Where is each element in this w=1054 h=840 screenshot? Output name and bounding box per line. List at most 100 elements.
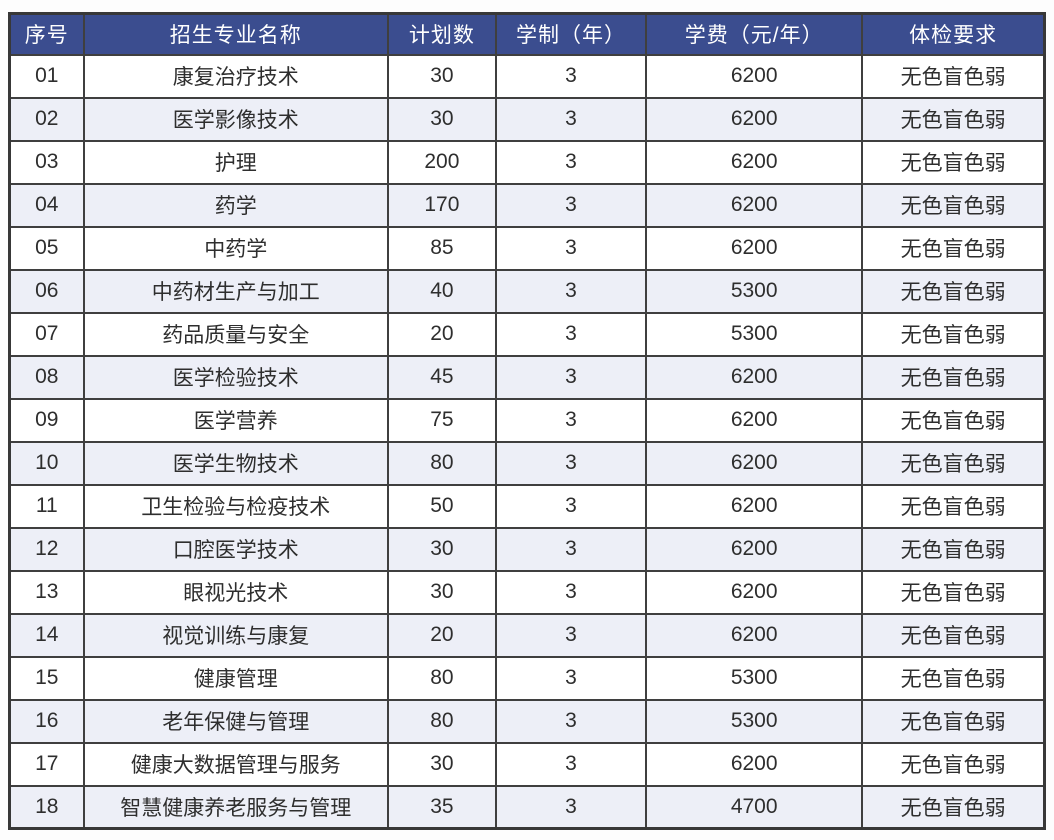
cell-physical: 无色盲色弱 (861, 182, 1046, 228)
cell-years: 3 (494, 397, 648, 443)
table-row: 06 中药材生产与加工 40 3 5300 无色盲色弱 (8, 268, 1046, 314)
cell-tuition: 6200 (645, 139, 864, 185)
cell-major: 医学生物技术 (82, 440, 389, 486)
cell-tuition: 5300 (645, 268, 864, 314)
table-row: 17 健康大数据管理与服务 30 3 6200 无色盲色弱 (8, 741, 1046, 787)
table-row: 11 卫生检验与检疫技术 50 3 6200 无色盲色弱 (8, 483, 1046, 529)
table-header: 序号 招生专业名称 计划数 学制（年） 学费（元/年） 体检要求 (8, 12, 1046, 56)
cell-major: 健康管理 (82, 655, 389, 701)
cell-major: 医学影像技术 (82, 96, 389, 142)
cell-plan: 20 (386, 311, 497, 357)
cell-major: 药品质量与安全 (82, 311, 389, 357)
table-row: 10 医学生物技术 80 3 6200 无色盲色弱 (8, 440, 1046, 486)
table-row: 02 医学影像技术 30 3 6200 无色盲色弱 (8, 96, 1046, 142)
cell-tuition: 6200 (645, 225, 864, 271)
cell-index: 02 (8, 96, 85, 142)
cell-plan: 45 (386, 354, 497, 400)
cell-index: 17 (8, 741, 85, 787)
cell-index: 15 (8, 655, 85, 701)
cell-plan: 30 (386, 53, 497, 99)
cell-physical: 无色盲色弱 (861, 440, 1046, 486)
cell-physical: 无色盲色弱 (861, 741, 1046, 787)
cell-plan: 30 (386, 569, 497, 615)
cell-major: 卫生检验与检疫技术 (82, 483, 389, 529)
column-header-major: 招生专业名称 (82, 12, 389, 56)
cell-major: 医学检验技术 (82, 354, 389, 400)
cell-tuition: 6200 (645, 483, 864, 529)
cell-major: 智慧健康养老服务与管理 (82, 784, 389, 830)
cell-years: 3 (494, 483, 648, 529)
cell-physical: 无色盲色弱 (861, 225, 1046, 271)
cell-physical: 无色盲色弱 (861, 139, 1046, 185)
cell-physical: 无色盲色弱 (861, 354, 1046, 400)
cell-index: 08 (8, 354, 85, 400)
table-row: 03 护理 200 3 6200 无色盲色弱 (8, 139, 1046, 185)
column-header-tuition: 学费（元/年） (645, 12, 864, 56)
cell-years: 3 (494, 440, 648, 486)
cell-index: 12 (8, 526, 85, 572)
cell-plan: 35 (386, 784, 497, 830)
cell-plan: 40 (386, 268, 497, 314)
table-row: 05 中药学 85 3 6200 无色盲色弱 (8, 225, 1046, 271)
cell-index: 14 (8, 612, 85, 658)
cell-plan: 50 (386, 483, 497, 529)
cell-tuition: 6200 (645, 569, 864, 615)
cell-major: 视觉训练与康复 (82, 612, 389, 658)
cell-physical: 无色盲色弱 (861, 698, 1046, 744)
cell-physical: 无色盲色弱 (861, 311, 1046, 357)
cell-tuition: 5300 (645, 655, 864, 701)
cell-physical: 无色盲色弱 (861, 397, 1046, 443)
cell-plan: 30 (386, 741, 497, 787)
cell-plan: 80 (386, 655, 497, 701)
cell-index: 05 (8, 225, 85, 271)
cell-index: 18 (8, 784, 85, 830)
cell-plan: 80 (386, 440, 497, 486)
cell-major: 中药学 (82, 225, 389, 271)
cell-physical: 无色盲色弱 (861, 655, 1046, 701)
cell-years: 3 (494, 53, 648, 99)
cell-tuition: 6200 (645, 53, 864, 99)
cell-years: 3 (494, 612, 648, 658)
table-row: 13 眼视光技术 30 3 6200 无色盲色弱 (8, 569, 1046, 615)
column-header-physical: 体检要求 (861, 12, 1046, 56)
cell-years: 3 (494, 182, 648, 228)
cell-years: 3 (494, 311, 648, 357)
cell-physical: 无色盲色弱 (861, 784, 1046, 830)
cell-years: 3 (494, 569, 648, 615)
cell-years: 3 (494, 96, 648, 142)
cell-years: 3 (494, 268, 648, 314)
cell-index: 11 (8, 483, 85, 529)
cell-physical: 无色盲色弱 (861, 268, 1046, 314)
cell-years: 3 (494, 354, 648, 400)
cell-plan: 20 (386, 612, 497, 658)
cell-major: 眼视光技术 (82, 569, 389, 615)
cell-tuition: 6200 (645, 526, 864, 572)
cell-tuition: 5300 (645, 698, 864, 744)
admission-plan-table: 序号 招生专业名称 计划数 学制（年） 学费（元/年） 体检要求 01 康复治疗技术 30 3 6… (8, 12, 1046, 830)
column-header-index: 序号 (8, 12, 85, 56)
cell-tuition: 6200 (645, 182, 864, 228)
cell-plan: 170 (386, 182, 497, 228)
cell-tuition: 6200 (645, 96, 864, 142)
cell-physical: 无色盲色弱 (861, 612, 1046, 658)
table-row: 01 康复治疗技术 30 3 6200 无色盲色弱 (8, 53, 1046, 99)
cell-index: 09 (8, 397, 85, 443)
cell-major: 药学 (82, 182, 389, 228)
table-row: 14 视觉训练与康复 20 3 6200 无色盲色弱 (8, 612, 1046, 658)
cell-years: 3 (494, 225, 648, 271)
cell-index: 10 (8, 440, 85, 486)
cell-index: 07 (8, 311, 85, 357)
cell-tuition: 6200 (645, 354, 864, 400)
column-header-years: 学制（年） (494, 12, 648, 56)
cell-major: 医学营养 (82, 397, 389, 443)
table-row: 15 健康管理 80 3 5300 无色盲色弱 (8, 655, 1046, 701)
cell-years: 3 (494, 526, 648, 572)
cell-plan: 80 (386, 698, 497, 744)
cell-index: 04 (8, 182, 85, 228)
cell-physical: 无色盲色弱 (861, 483, 1046, 529)
cell-physical: 无色盲色弱 (861, 569, 1046, 615)
header-row: 序号 招生专业名称 计划数 学制（年） 学费（元/年） 体检要求 (8, 12, 1046, 56)
cell-years: 3 (494, 741, 648, 787)
cell-index: 13 (8, 569, 85, 615)
